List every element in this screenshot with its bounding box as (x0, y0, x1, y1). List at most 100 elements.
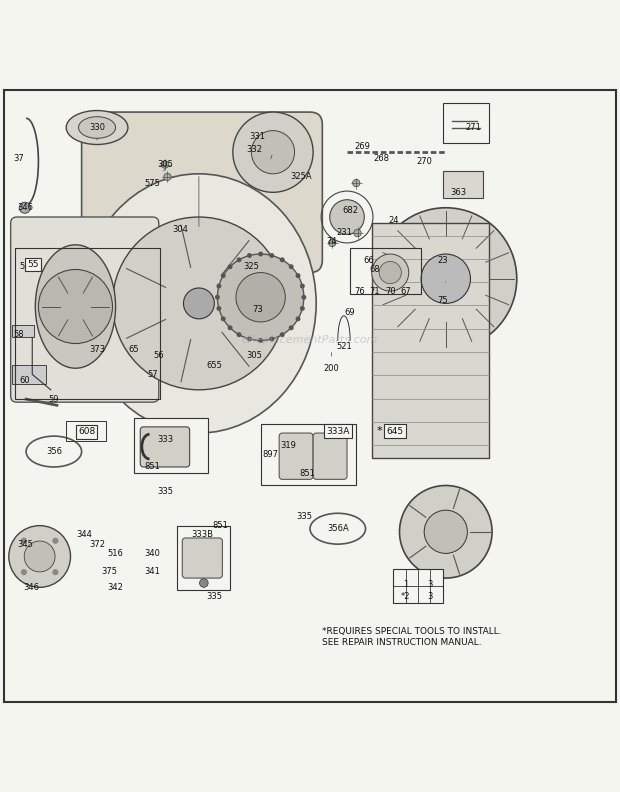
Bar (443, 171, 483, 199)
Text: 268: 268 (373, 154, 389, 163)
Circle shape (269, 253, 274, 258)
Circle shape (21, 538, 27, 544)
Text: 682: 682 (342, 207, 358, 215)
Text: 333B: 333B (191, 531, 213, 539)
Text: 372: 372 (89, 539, 105, 549)
Text: 75: 75 (437, 296, 448, 305)
Text: 333A: 333A (326, 427, 350, 436)
Circle shape (296, 316, 301, 322)
Circle shape (258, 252, 263, 257)
Circle shape (300, 284, 305, 288)
Circle shape (421, 254, 471, 303)
Text: 55: 55 (20, 262, 30, 271)
Text: 271: 271 (466, 123, 482, 132)
Text: 231: 231 (336, 228, 352, 237)
Ellipse shape (82, 173, 316, 433)
Text: 3: 3 (428, 580, 433, 588)
Text: 356A: 356A (327, 524, 348, 533)
Text: 345: 345 (17, 539, 33, 549)
Text: 851: 851 (144, 463, 161, 471)
Text: 356: 356 (46, 447, 62, 456)
Circle shape (38, 269, 112, 344)
Circle shape (354, 230, 361, 237)
Text: 37: 37 (13, 154, 24, 163)
Circle shape (215, 295, 220, 299)
Bar (260, 424, 356, 485)
Text: 344: 344 (77, 531, 92, 539)
Circle shape (221, 273, 226, 278)
Bar (393, 569, 443, 603)
Ellipse shape (79, 116, 115, 139)
Ellipse shape (66, 111, 128, 144)
Circle shape (216, 284, 221, 288)
Text: 608: 608 (77, 428, 93, 437)
Text: 851: 851 (213, 521, 228, 530)
Circle shape (289, 265, 294, 269)
Text: 74: 74 (326, 237, 337, 246)
Circle shape (247, 253, 252, 258)
Circle shape (112, 217, 285, 390)
Bar (66, 421, 106, 441)
Text: 575: 575 (144, 178, 161, 188)
FancyBboxPatch shape (140, 427, 190, 467)
Circle shape (269, 337, 274, 341)
Text: *2: *2 (401, 592, 410, 601)
Text: 333A: 333A (327, 428, 348, 437)
Text: 269: 269 (355, 142, 370, 150)
Circle shape (372, 254, 409, 291)
Text: 516: 516 (108, 549, 123, 558)
Circle shape (424, 510, 467, 554)
Text: eReplacementParts.com: eReplacementParts.com (242, 336, 378, 345)
FancyBboxPatch shape (82, 112, 322, 272)
Circle shape (200, 579, 208, 588)
Text: 56: 56 (154, 352, 164, 360)
Text: 521: 521 (336, 342, 352, 351)
Text: 851: 851 (299, 469, 315, 478)
Circle shape (251, 131, 294, 173)
Ellipse shape (35, 245, 115, 368)
Text: 363: 363 (450, 188, 466, 197)
Circle shape (237, 332, 241, 337)
Circle shape (237, 257, 241, 262)
Text: 340: 340 (144, 549, 161, 558)
FancyBboxPatch shape (279, 433, 313, 479)
Circle shape (52, 569, 58, 575)
Text: 331: 331 (249, 132, 265, 141)
Text: 332: 332 (246, 145, 262, 154)
Bar (12, 325, 34, 337)
Text: 59: 59 (48, 394, 59, 404)
Text: 55: 55 (28, 260, 39, 269)
Circle shape (19, 202, 30, 213)
Text: 1: 1 (403, 580, 409, 588)
Circle shape (301, 295, 306, 299)
Bar (372, 223, 489, 458)
Text: 200: 200 (324, 364, 340, 373)
Circle shape (353, 179, 360, 187)
Circle shape (233, 112, 313, 192)
Circle shape (216, 306, 221, 311)
Text: 73: 73 (252, 305, 263, 314)
Circle shape (247, 337, 252, 341)
Circle shape (280, 332, 285, 337)
Text: 655: 655 (206, 360, 222, 370)
Text: 3: 3 (428, 592, 433, 601)
Circle shape (161, 161, 169, 168)
Text: 70: 70 (385, 287, 396, 295)
Text: 608: 608 (78, 428, 95, 436)
Text: *: * (376, 426, 382, 436)
Circle shape (258, 338, 263, 343)
Text: 68: 68 (370, 265, 380, 274)
Text: 23: 23 (437, 256, 448, 265)
Circle shape (228, 326, 232, 330)
Circle shape (52, 538, 58, 544)
FancyBboxPatch shape (11, 217, 159, 402)
Text: 341: 341 (144, 567, 161, 577)
Text: 305: 305 (247, 352, 262, 360)
Text: 335: 335 (206, 592, 223, 601)
Text: 57: 57 (148, 370, 158, 379)
Circle shape (296, 273, 301, 278)
Text: 305: 305 (157, 160, 173, 169)
Text: 76: 76 (354, 287, 365, 295)
Circle shape (289, 326, 294, 330)
Text: 24: 24 (388, 215, 399, 225)
